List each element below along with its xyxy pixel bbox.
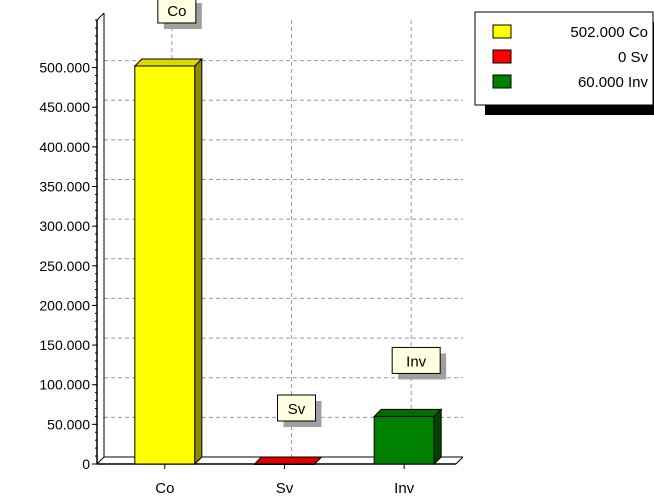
y-tick-label: 50.000 <box>47 416 90 432</box>
bar-front <box>134 65 196 465</box>
bars <box>133 57 443 466</box>
legend-label: 502.000 Co <box>570 24 648 41</box>
callout-label: Sv <box>288 401 306 418</box>
legend-item: 502.000 Co <box>492 24 648 41</box>
legend-swatch <box>492 74 512 89</box>
callout-box <box>391 346 441 374</box>
legend-item: 60.000 Inv <box>492 74 649 91</box>
legend-swatch <box>492 24 512 39</box>
x-tick-label: Co <box>155 480 174 497</box>
bar-inv <box>372 408 443 466</box>
y-tick-label: 250.000 <box>39 258 90 274</box>
legend-swatch <box>492 49 512 64</box>
x-tick-labels: Co Sv Inv <box>155 480 414 497</box>
y-tick-label: 500.000 <box>39 60 90 76</box>
y-tick-label: 400.000 <box>39 139 90 155</box>
bar-top <box>253 456 323 465</box>
x-tick-label: Sv <box>276 480 294 497</box>
bar-side <box>314 456 322 465</box>
y-tick-label: 150.000 <box>39 337 90 353</box>
legend: 502.000 Co 0 Sv 60.000 Inv <box>474 11 654 115</box>
y-tick-label: 0 <box>82 456 90 472</box>
bar-side <box>194 57 203 466</box>
bar-callouts: Co Sv Inv <box>157 0 447 427</box>
callout-box <box>277 394 316 422</box>
bar-top <box>133 58 204 67</box>
bar-top <box>372 408 443 417</box>
y-tick-label: 300.000 <box>39 218 90 234</box>
axis-corner-bottom <box>96 456 105 465</box>
x-tick-label: Inv <box>394 480 415 497</box>
bar-side <box>433 408 442 466</box>
axis-corner-right <box>455 456 464 465</box>
legend-label: 60.000 Inv <box>578 74 649 91</box>
bar-front <box>373 415 435 465</box>
y-tick-label: 200.000 <box>39 297 90 313</box>
legend-label: 0 Sv <box>618 49 649 66</box>
legend-item: 0 Sv <box>492 49 649 66</box>
bar-sv <box>253 456 323 465</box>
y-tick-label: 350.000 <box>39 179 90 195</box>
bar-co <box>133 57 204 466</box>
callout-box <box>157 0 197 24</box>
callout-label: Inv <box>406 353 427 370</box>
y-tick-label: 450.000 <box>39 99 90 115</box>
axis-corner-top <box>96 12 105 21</box>
y-tick-labels: 0 50.000 100.000 150.000 200.000 250.000 300.0… <box>39 60 90 472</box>
callout-label: Co <box>167 3 186 20</box>
y-tick-label: 100.000 <box>39 377 90 393</box>
